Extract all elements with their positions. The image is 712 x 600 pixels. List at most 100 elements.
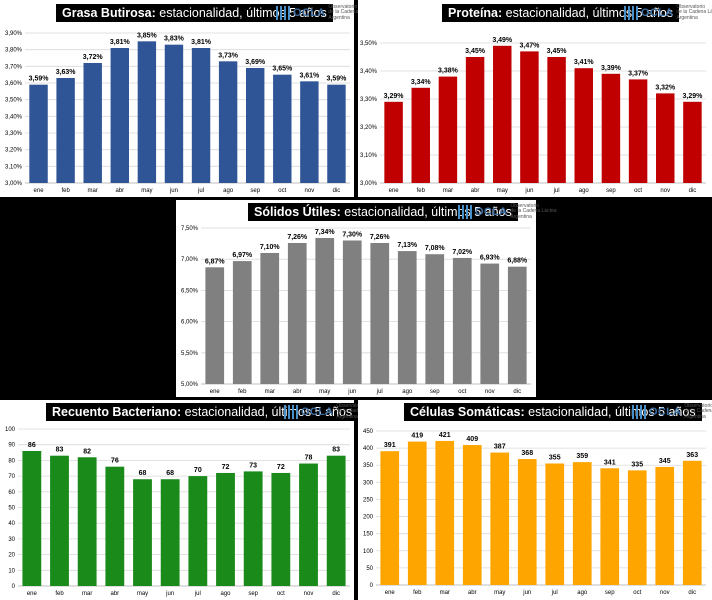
bar-may: [490, 452, 510, 585]
data-label: 7,02%: [452, 249, 473, 256]
logo-name: OCLA: [641, 7, 674, 19]
y-tick-label: 3,80%: [5, 48, 23, 54]
y-tick-label: 3,10%: [5, 164, 23, 170]
data-label: 72: [277, 464, 285, 471]
logo-line3: Argentina: [510, 213, 532, 220]
x-tick-label: ago: [579, 188, 590, 194]
data-label: 368: [521, 450, 533, 457]
data-label: 83: [56, 447, 64, 454]
logo-subtitle: Observatorio de la Cadena Láctea Argenti…: [328, 4, 380, 22]
bar-dic: [682, 460, 702, 585]
data-label: 419: [411, 433, 423, 440]
data-label: 3,81%: [191, 39, 212, 46]
logo-line1: Observatorio: [510, 202, 539, 209]
x-tick-label: sep: [250, 188, 260, 194]
bar-jul: [545, 463, 565, 585]
data-label: 7,26%: [287, 234, 308, 241]
y-tick-label: 3,30%: [360, 97, 378, 103]
x-tick-label: feb: [413, 590, 422, 596]
x-tick-label: oct: [277, 591, 285, 597]
x-tick-label: jun: [522, 590, 531, 596]
x-tick-label: abr: [110, 591, 119, 597]
data-label: 78: [305, 455, 313, 462]
y-tick-label: 3,70%: [5, 64, 23, 70]
data-label: 3,49%: [492, 37, 513, 44]
x-tick-label: ago: [220, 591, 231, 597]
bar-nov: [299, 463, 318, 586]
x-tick-label: abr: [115, 188, 124, 194]
bar-ene: [380, 451, 400, 585]
chart-celulas-somaticas: 0 50 100 150 200 250 300 350 400 450 391 ene 419 feb 4…: [363, 429, 706, 596]
bar-feb: [411, 87, 430, 183]
data-label: 3,81%: [110, 39, 131, 46]
bar-abr: [465, 57, 485, 183]
data-label: 73: [249, 462, 257, 469]
x-tick-label: jul: [553, 188, 560, 194]
data-label: 3,59%: [327, 76, 348, 83]
chart-panel-solidos-utiles: 5,00% 5,50% 6,00% 6,50% 7,00% 7,50% 6,87% ene 6,…: [176, 200, 557, 397]
ocla-logo: OCLA Observatorio de la Cadena Láctea Ar…: [276, 2, 380, 24]
bar-abr: [110, 48, 129, 183]
x-tick-label: jul: [376, 389, 383, 395]
x-tick-label: jun: [165, 591, 174, 597]
bar-oct: [273, 74, 292, 183]
y-tick-label: 450: [363, 429, 374, 435]
bar-sep: [243, 471, 263, 586]
y-tick-label: 100: [363, 549, 374, 555]
data-label: 83: [332, 447, 340, 454]
bar-oct: [628, 79, 648, 183]
y-tick-label: 400: [363, 446, 374, 452]
x-tick-label: oct: [634, 188, 642, 194]
x-tick-label: jul: [194, 591, 201, 597]
data-label: 3,29%: [384, 93, 405, 100]
bar-sep: [246, 68, 265, 183]
data-label: 7,10%: [260, 244, 281, 251]
bar-may: [493, 45, 512, 183]
data-label: 3,85%: [137, 32, 158, 39]
y-tick-label: 3,90%: [5, 31, 23, 37]
data-label: 3,38%: [438, 68, 459, 75]
data-label: 7,34%: [315, 229, 336, 236]
bar-dic: [327, 84, 346, 183]
bar-oct: [271, 472, 291, 586]
x-tick-label: feb: [61, 188, 70, 194]
data-label: 3,45%: [465, 48, 486, 55]
chart-proteina: 3,00% 3,10% 3,20% 3,30% 3,40% 3,50% 3,29% ene 3,…: [360, 37, 706, 194]
bar-nov: [480, 263, 500, 384]
y-tick-label: 3,50%: [5, 98, 23, 104]
data-label: 391: [384, 442, 396, 449]
y-tick-label: 6,50%: [181, 288, 199, 294]
x-tick-label: nov: [305, 188, 315, 194]
bar-jun: [517, 459, 537, 585]
bar-jun: [520, 51, 539, 184]
bar-sep: [425, 254, 445, 384]
x-tick-label: oct: [278, 188, 286, 194]
data-label: 6,87%: [205, 258, 226, 265]
data-label: 363: [686, 452, 698, 459]
bar-ago: [572, 462, 592, 585]
logo-line3: Argentina: [676, 14, 698, 21]
chart-title-rest: estacionalidad, últimos 5 años: [340, 205, 512, 219]
x-tick-label: dic: [689, 188, 697, 194]
bar-mar: [260, 252, 280, 384]
x-tick-label: nov: [485, 389, 495, 395]
bar-mar: [438, 76, 458, 183]
x-tick-label: sep: [606, 188, 616, 194]
chart-title-rest: estacionalidad, últimos 5 años: [502, 6, 674, 20]
y-tick-label: 0: [12, 584, 16, 590]
data-label: 3,32%: [655, 84, 676, 91]
bar-jun: [164, 44, 184, 183]
bar-sep: [601, 73, 621, 183]
bar-ene: [205, 267, 225, 384]
bar-oct: [627, 470, 647, 585]
x-tick-label: oct: [458, 389, 466, 395]
ocla-logo: OCLA Observatorio de la Cadena Láctea Ar…: [632, 401, 712, 423]
x-tick-label: may: [497, 188, 508, 194]
y-tick-label: 90: [8, 443, 15, 449]
chart-title: Sólidos Útiles: estacionalidad, últimos …: [248, 203, 518, 221]
logo-name: OCLA: [649, 406, 682, 418]
x-tick-label: jun: [169, 188, 178, 194]
y-tick-label: 70: [8, 474, 15, 480]
chart-grasa-butirosa: 3,00% 3,10% 3,20% 3,30% 3,40% 3,50% 3,60% 3,70%…: [5, 31, 350, 194]
logo-line1: Observatorio: [336, 402, 365, 409]
